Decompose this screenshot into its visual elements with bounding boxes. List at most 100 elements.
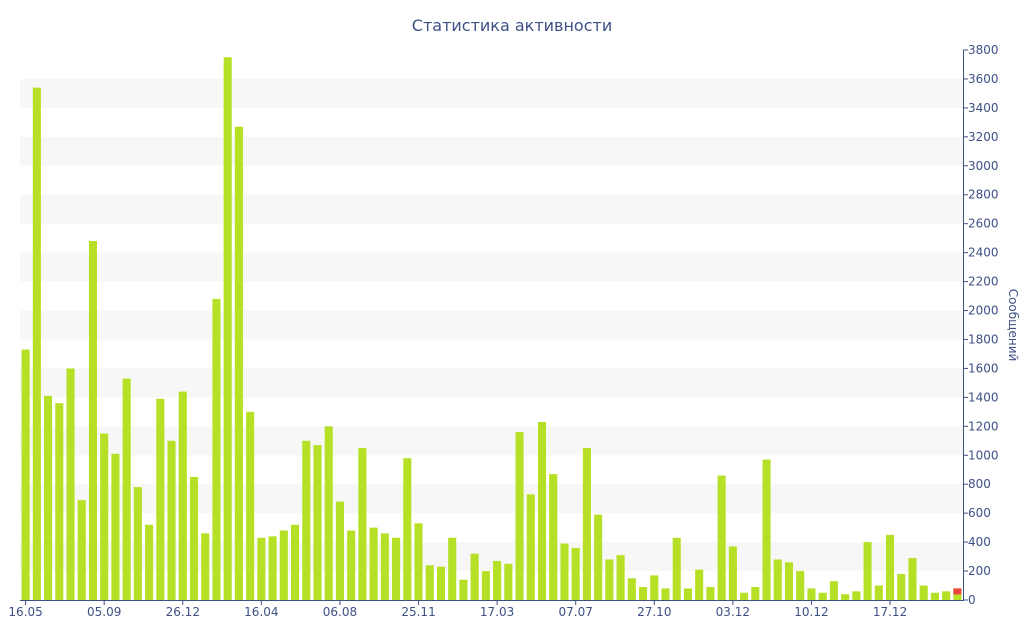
bar — [706, 586, 715, 600]
bar — [818, 592, 827, 600]
bar — [201, 533, 210, 600]
bar — [167, 440, 176, 600]
bar — [639, 586, 648, 600]
x-tick-label: 17.03 — [480, 605, 514, 619]
bar — [66, 368, 75, 600]
y-tick-label: 3200 — [968, 130, 999, 144]
bar — [313, 445, 322, 600]
bar — [571, 547, 580, 600]
bar — [291, 524, 300, 600]
x-tick-label: 17.12 — [873, 605, 907, 619]
bar — [234, 126, 243, 601]
bar — [369, 527, 378, 600]
bar — [392, 537, 401, 600]
bar — [32, 87, 41, 600]
bar — [380, 533, 389, 600]
y-tick-label: 3000 — [968, 159, 999, 173]
bar — [537, 421, 547, 600]
bar — [358, 448, 367, 600]
bar — [874, 585, 883, 600]
bar — [717, 475, 726, 600]
bar — [594, 514, 603, 600]
bar — [246, 411, 255, 600]
bar — [885, 534, 895, 600]
y-tick-label: 2600 — [968, 217, 999, 231]
bar — [347, 530, 356, 600]
bar — [77, 500, 86, 600]
y-tick-label: 1200 — [968, 419, 999, 433]
x-tick-label: 27.10 — [637, 605, 671, 619]
bar — [133, 487, 142, 600]
bar — [189, 476, 199, 600]
bar — [481, 571, 490, 600]
bar — [908, 558, 917, 600]
grid-band — [20, 310, 963, 340]
y-tick-label: 0 — [968, 593, 976, 607]
x-tick-label: 16.04 — [244, 605, 278, 619]
grid-band — [20, 542, 963, 572]
bar — [852, 591, 861, 600]
bar — [178, 391, 187, 600]
bar — [616, 555, 625, 600]
bar — [784, 562, 794, 600]
grid-band — [20, 484, 963, 514]
bar — [605, 559, 614, 600]
bar — [335, 501, 344, 600]
bar — [156, 398, 165, 600]
y-tick-label: 2800 — [968, 188, 999, 202]
y-tick-label: 1000 — [968, 448, 999, 462]
bar — [504, 563, 513, 600]
bar — [740, 592, 749, 600]
x-tick-label: 06.08 — [323, 605, 357, 619]
bar — [695, 569, 704, 600]
bar — [773, 559, 782, 600]
bar — [436, 566, 446, 600]
bar — [762, 459, 771, 600]
bar — [930, 592, 939, 600]
y-tick-label: 3400 — [968, 101, 999, 115]
y-axis-title: Сообщений — [1006, 289, 1020, 362]
bar — [55, 403, 64, 600]
grid-band — [20, 78, 963, 108]
y-tick-label: 1600 — [968, 361, 999, 375]
x-tick-label: 03.12 — [716, 605, 750, 619]
bar — [223, 57, 232, 601]
bar — [549, 474, 558, 600]
bar — [942, 591, 951, 600]
grid-band — [20, 136, 963, 166]
x-tick-label: 05.09 — [87, 605, 121, 619]
x-tick-label: 16.05 — [8, 605, 42, 619]
bar — [493, 560, 502, 600]
y-tick-label: 600 — [968, 506, 991, 520]
bar — [841, 594, 850, 600]
bar — [122, 378, 131, 600]
bar — [526, 494, 535, 600]
bar — [403, 458, 412, 600]
bar — [414, 523, 423, 600]
bar — [650, 575, 659, 600]
bar — [807, 588, 816, 600]
bar — [257, 537, 266, 600]
grid-bands — [20, 78, 963, 572]
grid-band — [20, 368, 963, 398]
bar — [21, 349, 30, 600]
y-tick-label: 400 — [968, 535, 991, 549]
bar — [863, 542, 872, 600]
bar — [44, 395, 53, 600]
bar — [728, 546, 737, 600]
x-tick-label: 25.11 — [401, 605, 435, 619]
bar — [560, 543, 569, 600]
bar — [145, 524, 154, 600]
bar-highlight — [953, 588, 962, 595]
bar — [515, 432, 524, 600]
y-tick-label: 2200 — [968, 275, 999, 289]
bar — [459, 579, 468, 600]
bar — [919, 585, 928, 600]
y-tick-label: 800 — [968, 477, 991, 491]
y-tick-label: 200 — [968, 564, 991, 578]
y-axis-ticks: 0 200 400 600 800 1000 1200 1400 1600 1800 2000 220… — [963, 43, 999, 607]
bar — [627, 578, 636, 600]
bar — [425, 565, 434, 600]
y-tick-label: 2400 — [968, 246, 999, 260]
